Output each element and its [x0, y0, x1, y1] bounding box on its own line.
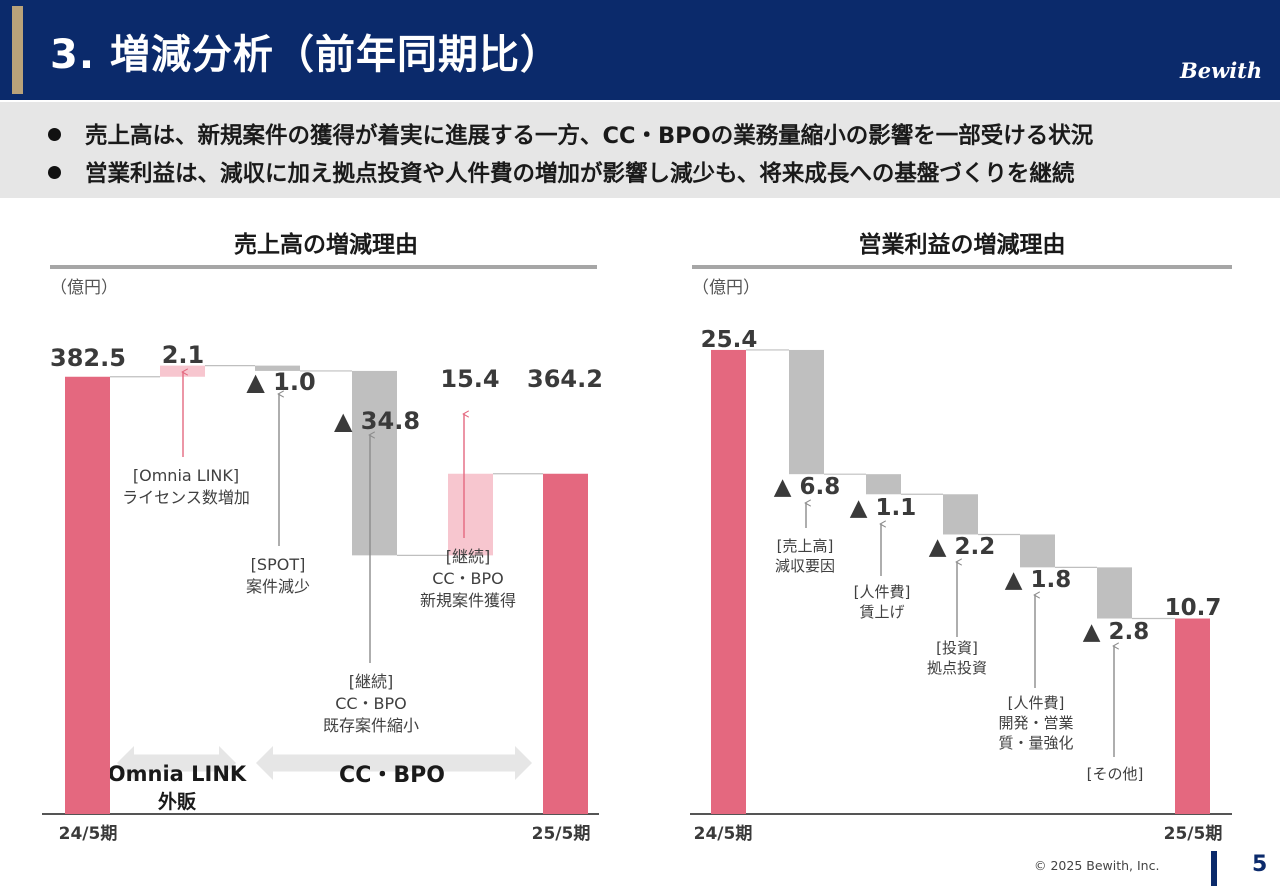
copyright-text: © 2025 Bewith, Inc.	[1034, 858, 1160, 873]
summary-text-1: 売上高は、新規案件の獲得が着実に進展する一方、CC・BPOの業務量縮小の影響を一…	[85, 123, 1094, 149]
page-number: 5	[1252, 852, 1268, 877]
x-tick-label: 25/5期	[532, 824, 591, 844]
decrease-bar	[1097, 567, 1132, 619]
data-label: 364.2	[527, 365, 603, 393]
annotation-text: 賃上げ	[859, 603, 904, 621]
chart-title-underline	[692, 265, 1232, 269]
bullet-icon	[48, 128, 61, 141]
data-label: 382.5	[50, 344, 126, 372]
chart-title-underline	[50, 265, 597, 269]
total-bar	[65, 376, 110, 814]
data-label: 25.4	[701, 327, 758, 353]
summary-point-1: 売上高は、新規案件の獲得が着実に進展する一方、CC・BPOの業務量縮小の影響を一…	[48, 118, 1093, 150]
segment-arrow	[256, 746, 532, 780]
segment-label: Omnia LINK	[108, 762, 247, 786]
decrease-bar	[943, 494, 978, 535]
decrease-bar	[866, 474, 901, 495]
segment-arrows: Omnia LINK 外販 CC・BPO	[108, 746, 532, 813]
x-tick-labels: 24/5期 25/5期	[59, 824, 591, 844]
connector-lines	[746, 349, 1175, 620]
data-label: ▲ 1.8	[1005, 567, 1071, 593]
segment-label: 外販	[158, 790, 197, 813]
decrease-bar	[1020, 534, 1055, 568]
data-label: ▲ 2.2	[929, 534, 995, 560]
x-axis-baseline	[42, 813, 599, 815]
data-label: ▲ 1.1	[850, 495, 916, 521]
annotation-text: 新規案件獲得	[420, 591, 516, 610]
x-tick-labels: 24/5期 25/5期	[694, 824, 1223, 844]
profit-chart: 営業利益の増減理由 （億円） 25.4 ▲ 6.8 ▲ 1.1 ▲ 2.2 ▲ 1.8 ▲…	[690, 231, 1232, 844]
bullet-icon	[48, 166, 61, 179]
company-logo: Bewith	[1180, 58, 1263, 83]
annotation-text: ライセンス数増加	[122, 488, 250, 507]
annotation-text: [その他]	[1087, 765, 1144, 783]
total-bar	[711, 349, 746, 814]
bar-series	[65, 365, 588, 814]
annotations: [売上高] 減収要因 [人件費] 賃上げ [投資] 拠点投資 [人件費] 開発・営業質・量強化…	[775, 503, 1143, 783]
annotation-text: [売上高]	[777, 537, 834, 555]
decrease-bar	[255, 365, 300, 371]
bar-series	[711, 349, 1210, 814]
annotation-text: [継続]	[349, 672, 394, 691]
data-labels: 25.4 ▲ 6.8 ▲ 1.1 ▲ 2.2 ▲ 1.8 ▲ 2.8 10.7	[701, 327, 1222, 645]
chart-title: 売上高の増減理由	[234, 231, 418, 258]
data-label: ▲ 6.8	[774, 474, 840, 500]
data-label: 2.1	[162, 341, 205, 369]
data-labels: 382.5 2.1 ▲ 1.0 ▲ 34.8 15.4 364.2	[50, 341, 603, 435]
annotations: [Omnia LINK] ライセンス数増加 [SPOT] 案件減少 [継続] CC・BPO…	[122, 372, 516, 735]
increase-bar	[448, 473, 493, 556]
decrease-bar	[789, 349, 824, 475]
slide-header: 3. 増減分析（前年同期比） Bewith	[0, 0, 1280, 100]
annotation-text: 開発・営業	[998, 714, 1073, 732]
data-label: 15.4	[440, 365, 499, 393]
annotation-text: CC・BPO	[432, 569, 504, 588]
connector-lines	[110, 365, 543, 556]
summary-text-2: 営業利益は、減収に加え拠点投資や人件費の増加が影響し減少も、将来成長への基盤づく…	[85, 161, 1075, 187]
annotation-text: 質・量強化	[998, 734, 1073, 752]
decrease-bar	[352, 370, 397, 556]
data-label: ▲ 34.8	[334, 407, 420, 435]
segment-label: CC・BPO	[339, 763, 445, 788]
data-label: 10.7	[1165, 595, 1222, 621]
annotation-text: 拠点投資	[927, 659, 987, 677]
annotation-text: [SPOT]	[251, 555, 306, 574]
footer-accent-bar	[1211, 851, 1217, 886]
chart-title: 営業利益の増減理由	[859, 231, 1066, 258]
total-bar	[543, 473, 588, 814]
annotation-text: [人件費]	[854, 583, 911, 601]
segment-arrow	[117, 746, 236, 780]
x-axis-baseline	[690, 813, 1232, 815]
annotation-text: CC・BPO	[335, 694, 407, 713]
x-tick-label: 24/5期	[694, 824, 753, 844]
x-tick-label: 25/5期	[1164, 824, 1223, 844]
annotation-text: 減収要因	[775, 557, 835, 575]
data-label: ▲ 1.0	[246, 368, 315, 396]
summary-box: 売上高は、新規案件の獲得が着実に進展する一方、CC・BPOの業務量縮小の影響を一…	[0, 102, 1280, 198]
unit-label: （億円）	[50, 278, 118, 298]
annotation-text: 既存案件縮小	[323, 716, 419, 735]
annotation-text: [継続]	[446, 547, 491, 566]
annotation-text: 案件減少	[246, 577, 310, 596]
total-bar	[1175, 618, 1210, 814]
annotation-text: [投資]	[936, 639, 978, 657]
sales-chart: 売上高の増減理由 （億円） Omnia LINK 外販 CC・BPO 382.5 2.…	[42, 231, 603, 844]
x-tick-label: 24/5期	[59, 824, 118, 844]
data-label: ▲ 2.8	[1083, 619, 1149, 645]
annotation-text: [人件費]	[1008, 694, 1065, 712]
slide-title: 3. 増減分析（前年同期比）	[50, 32, 561, 78]
unit-label: （億円）	[692, 278, 760, 298]
summary-point-2: 営業利益は、減収に加え拠点投資や人件費の増加が影響し減少も、将来成長への基盤づく…	[48, 156, 1074, 188]
header-accent-bar	[12, 6, 23, 94]
annotation-text: [Omnia LINK]	[133, 466, 239, 485]
